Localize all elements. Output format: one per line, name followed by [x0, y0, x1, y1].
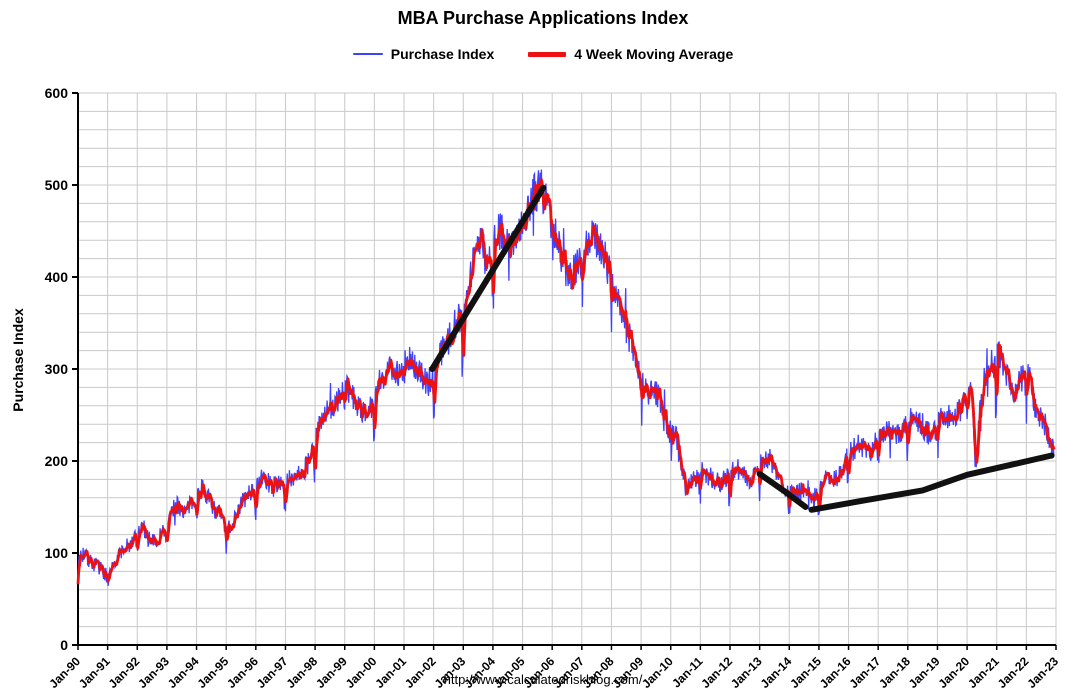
y-tick-label: 500	[45, 177, 69, 193]
black-trend-2013-2014	[756, 470, 809, 510]
black-trend-2002-2006	[429, 184, 547, 372]
moving-average-line-sample	[528, 51, 567, 57]
purchase-index-line-sample	[352, 53, 383, 55]
legend-label-moving-average: 4 Week Moving Average	[574, 46, 734, 62]
moving-average-line	[76, 178, 1056, 585]
legend-item-purchase-index: Purchase Index	[352, 46, 495, 62]
y-tick-label: 100	[45, 545, 69, 561]
footer-url: http://www.calculatedriskblog.com/	[443, 672, 643, 687]
y-tick-label: 0	[60, 637, 68, 653]
legend-label-purchase-index: Purchase Index	[390, 46, 495, 62]
black-trend-2015-2023	[808, 452, 1055, 513]
y-tick-label: 400	[45, 269, 69, 285]
chart-title: MBA Purchase Applications Index	[397, 8, 689, 28]
y-tick-label: 300	[45, 361, 69, 377]
legend: Purchase Index 4 Week Moving Average	[0, 46, 1086, 62]
y-tick-label: 200	[45, 453, 69, 469]
y-tick-label: 600	[45, 85, 69, 101]
legend-item-moving-average: 4 Week Moving Average	[528, 46, 733, 62]
